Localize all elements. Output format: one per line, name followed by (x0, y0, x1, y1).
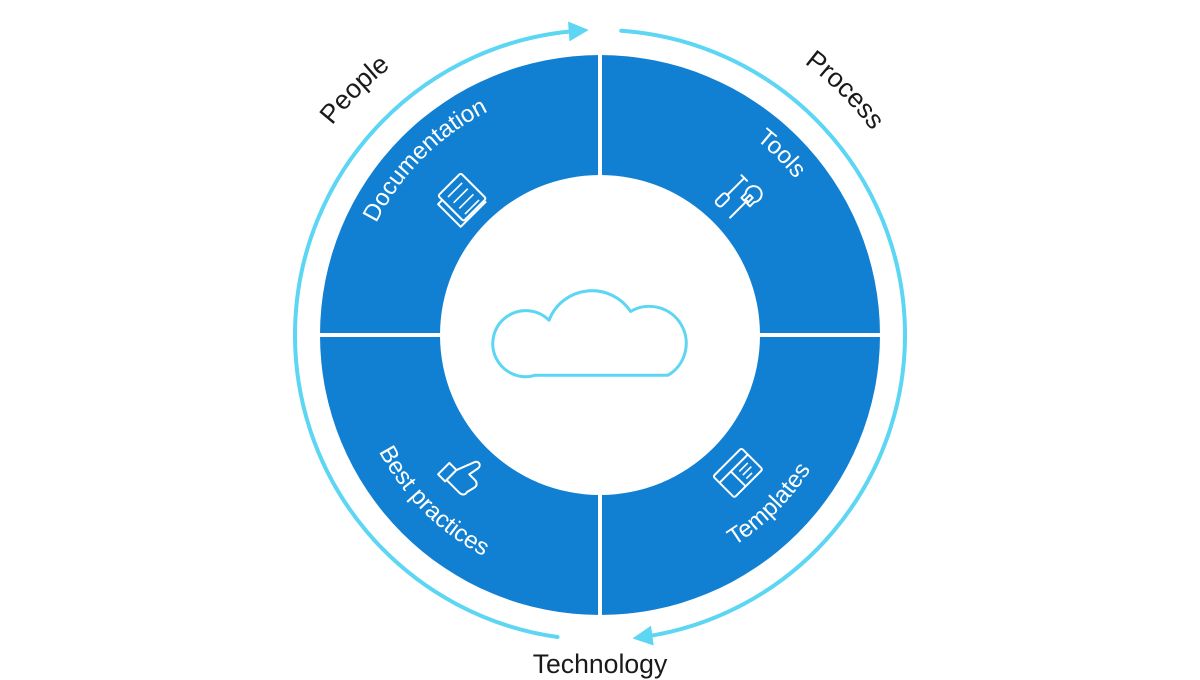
circular-diagram: DocumentationToolsTemplatesBest practice… (0, 0, 1200, 680)
segment-templates (600, 335, 880, 615)
segment-best-practices (320, 335, 600, 615)
outer-label-people: People (314, 48, 395, 129)
diagram-stage: DocumentationToolsTemplatesBest practice… (0, 0, 1200, 680)
cloud-icon (493, 291, 686, 377)
outer-label-technology: Technology (533, 649, 668, 679)
outer-label-process: Process (800, 44, 890, 134)
